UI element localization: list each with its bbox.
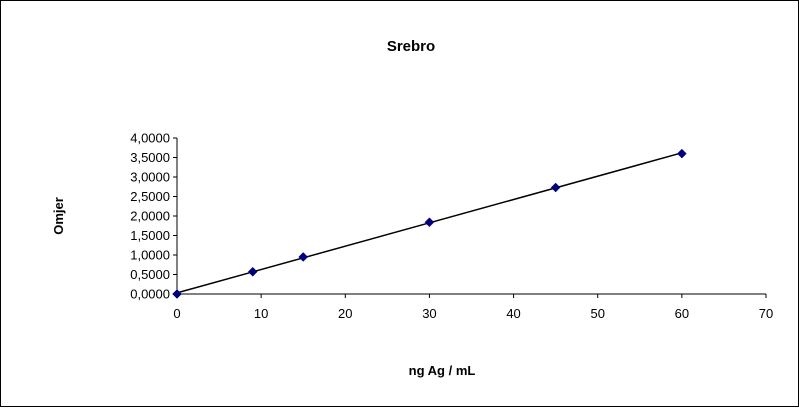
y-tick-label: 1,0000 <box>130 248 170 263</box>
y-tick-label: 1,5000 <box>130 228 170 243</box>
x-axis-title: ng Ag / mL <box>409 363 476 378</box>
y-tick-label: 3,0000 <box>130 170 170 185</box>
y-axis-title: Omjer <box>51 197 66 235</box>
x-tick-label: 70 <box>759 306 773 321</box>
chart-title: Srebro <box>387 38 435 55</box>
data-point <box>298 252 309 262</box>
y-tick-label: 2,0000 <box>130 209 170 224</box>
x-tick-label: 40 <box>506 306 520 321</box>
x-tick-label: 60 <box>675 306 689 321</box>
plot-area <box>172 148 687 299</box>
y-tick-label: 0,0000 <box>130 287 170 302</box>
data-point <box>247 266 258 277</box>
y-tick-label: 0,5000 <box>130 267 170 282</box>
x-tick-label: 10 <box>254 306 268 321</box>
tick-labels: 0,0000 0,5000 1,0000 1,5000 2,0000 2,5000 3,00… <box>130 131 773 322</box>
x-tick-label: 30 <box>422 306 436 321</box>
x-tick-label: 0 <box>173 306 180 321</box>
axes <box>173 137 767 298</box>
x-tick-label: 20 <box>338 306 352 321</box>
x-tick-label: 50 <box>590 306 604 321</box>
y-tick-label: 4,0000 <box>130 131 170 146</box>
y-tick-label: 3,5000 <box>130 150 170 165</box>
y-tick-label: 2,5000 <box>130 189 170 204</box>
data-point <box>550 182 561 193</box>
data-point <box>424 217 435 228</box>
data-point <box>677 148 687 159</box>
data-point <box>172 289 182 299</box>
